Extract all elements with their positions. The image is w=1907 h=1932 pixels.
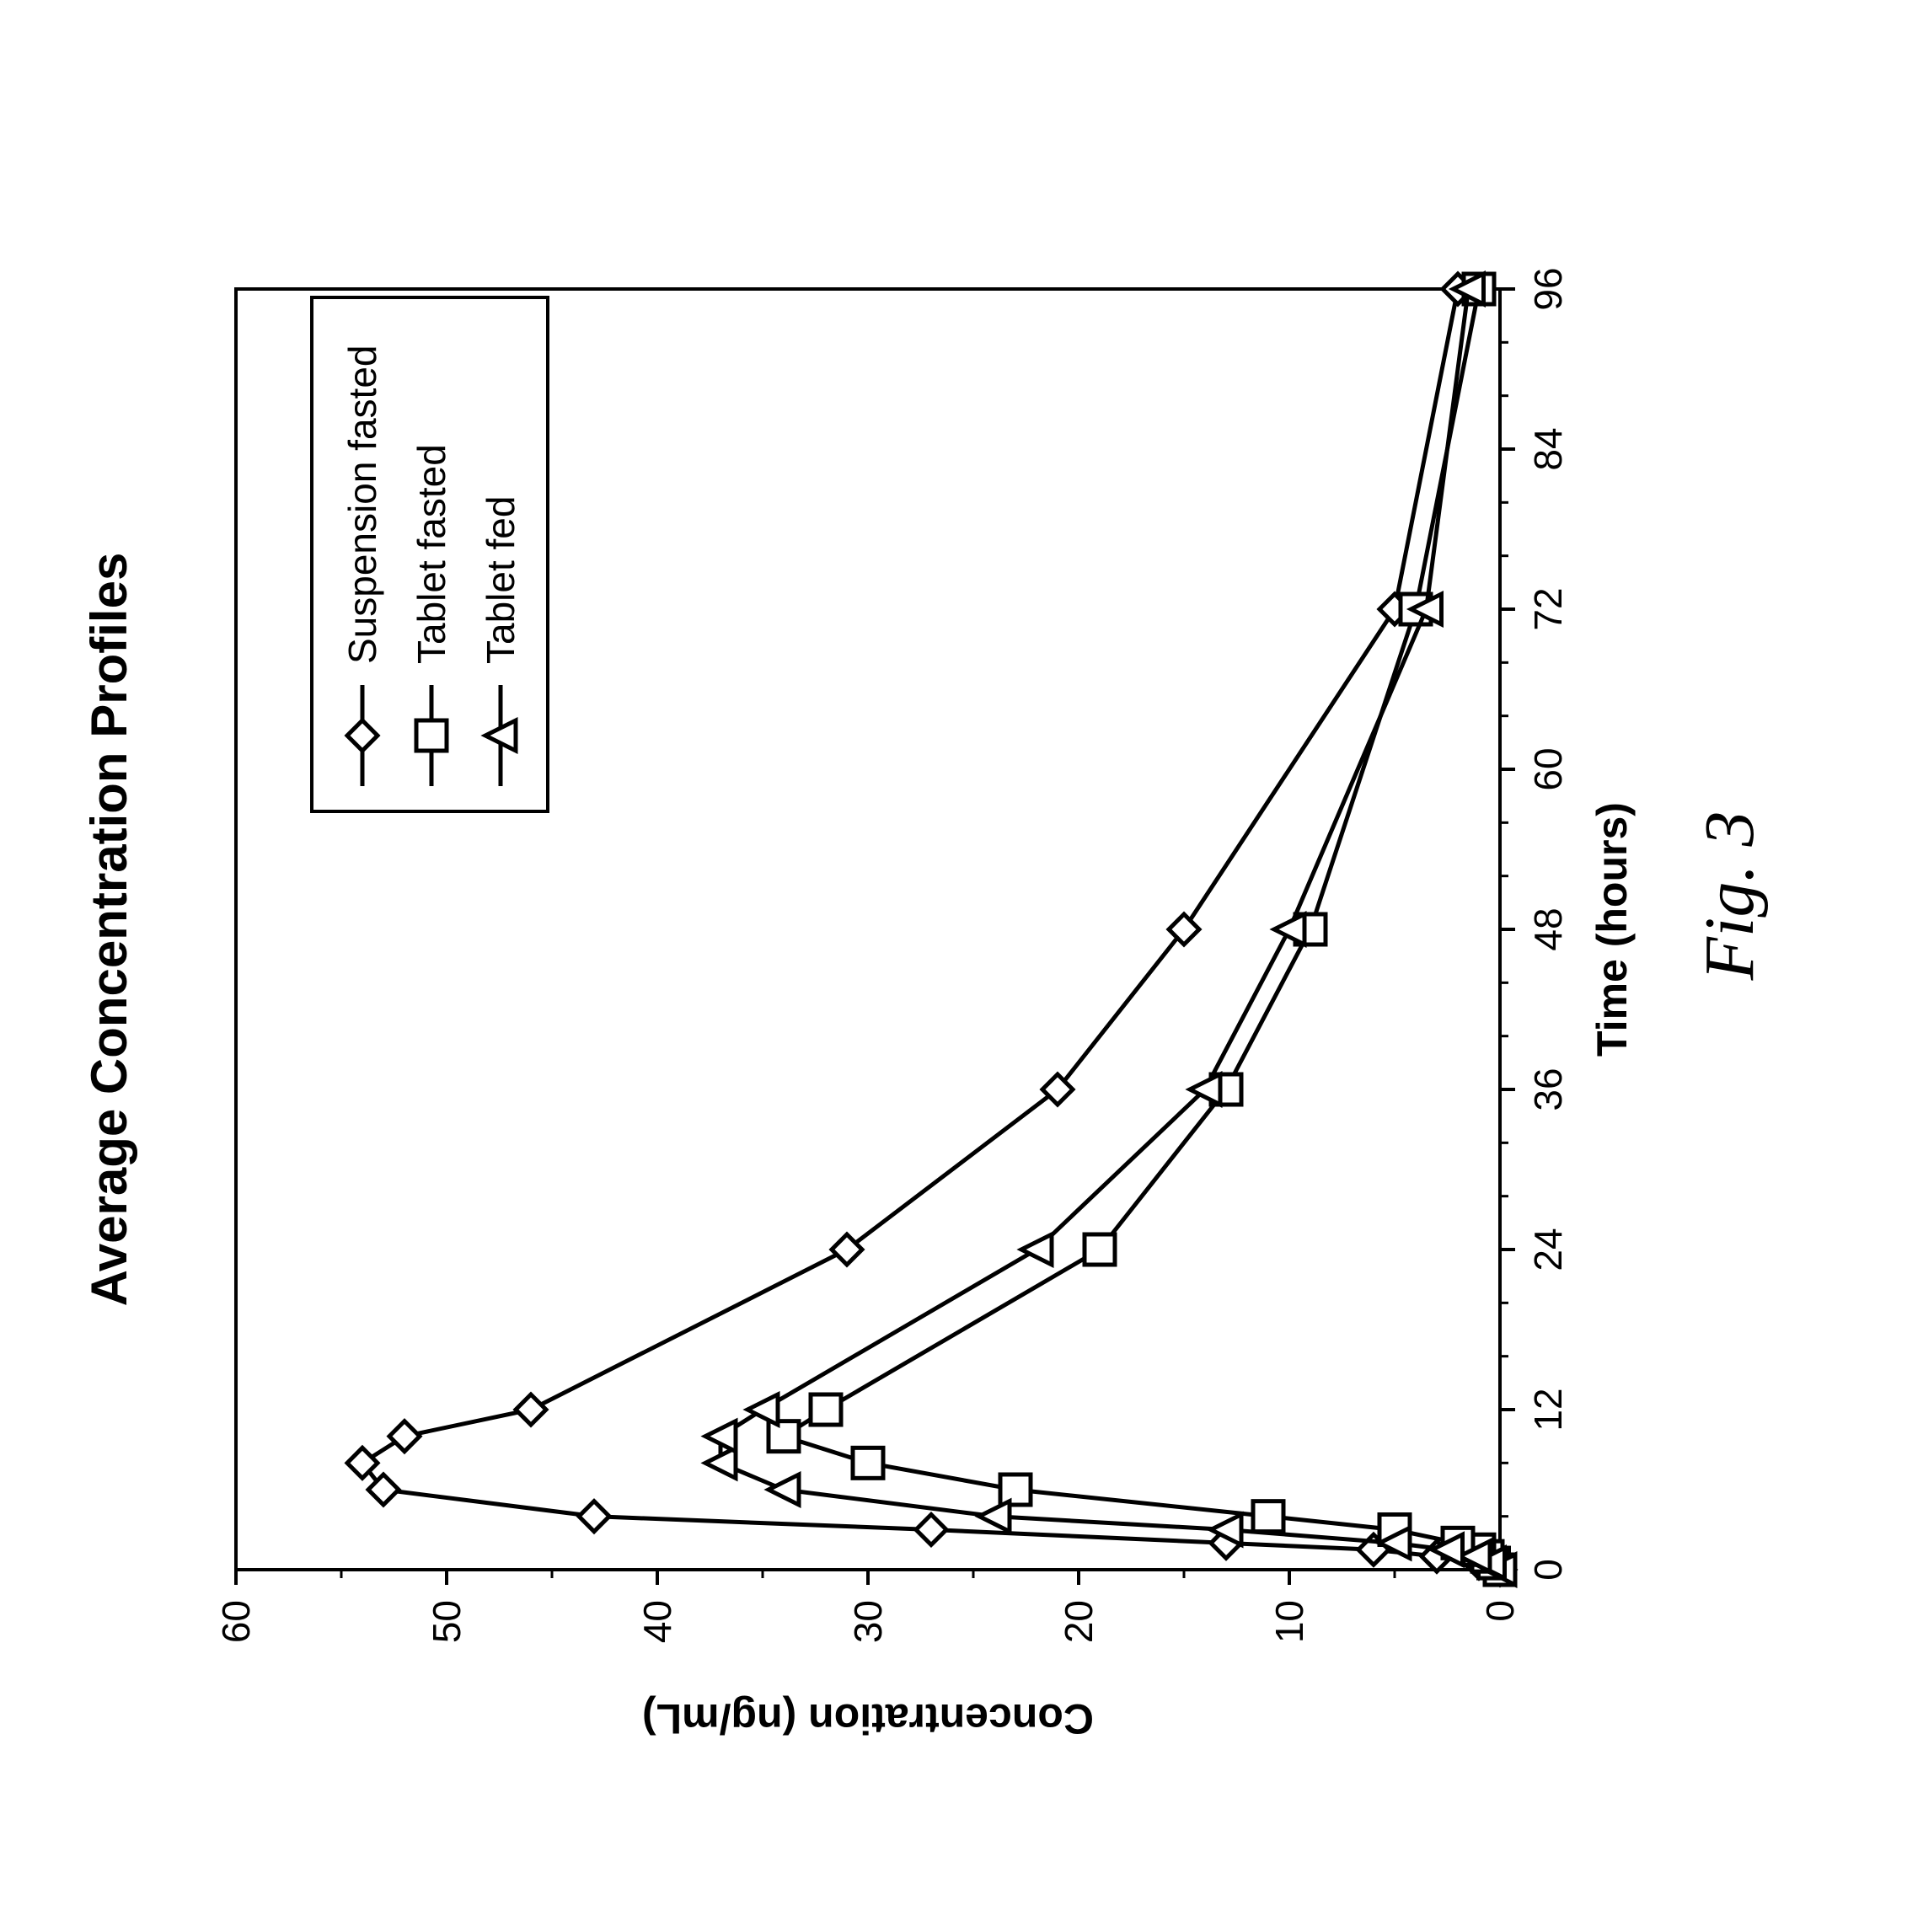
svg-text:20: 20: [1057, 1600, 1101, 1643]
svg-text:40: 40: [635, 1600, 679, 1643]
svg-text:36: 36: [1526, 1068, 1570, 1110]
svg-text:Time (hours): Time (hours): [1588, 802, 1636, 1057]
svg-text:72: 72: [1526, 587, 1570, 630]
svg-text:0: 0: [1478, 1600, 1522, 1622]
svg-text:30: 30: [846, 1600, 890, 1643]
svg-text:Tablet fasted: Tablet fasted: [410, 444, 453, 664]
svg-text:84: 84: [1526, 427, 1570, 470]
page: Average Concentration Profiles 0 12 24 36 48 6…: [0, 0, 1907, 1932]
svg-text:96: 96: [1526, 267, 1570, 310]
svg-text:0: 0: [1526, 1559, 1570, 1581]
svg-text:Suspension fasted: Suspension fasted: [340, 345, 384, 665]
svg-text:Average Concentration Profiles: Average Concentration Profiles: [81, 553, 137, 1307]
svg-text:60: 60: [1526, 747, 1570, 790]
svg-text:10: 10: [1267, 1600, 1311, 1643]
svg-text:48: 48: [1526, 907, 1570, 950]
concentration-chart: Average Concentration Profiles 0 12 24 36 48 6…: [0, 0, 1907, 1932]
svg-text:Concentration (ng/mL): Concentration (ng/mL): [642, 1695, 1094, 1742]
svg-text:12: 12: [1526, 1388, 1570, 1431]
svg-text:60: 60: [214, 1600, 258, 1643]
figure-caption: Fig. 3: [1690, 811, 1769, 982]
svg-text:50: 50: [425, 1600, 469, 1643]
rotated-chart-container: Average Concentration Profiles 0 12 24 36 48 6…: [0, 0, 1907, 1932]
svg-text:24: 24: [1526, 1228, 1570, 1271]
svg-text:Tablet fed: Tablet fed: [479, 496, 522, 664]
